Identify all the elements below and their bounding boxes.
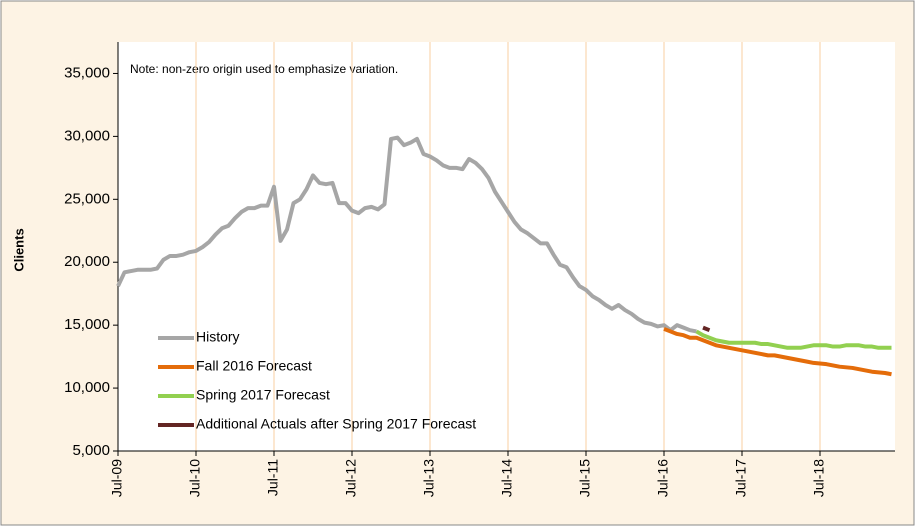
- series-line: [702, 325, 711, 333]
- annotation: Note: non-zero origin used to emphasize …: [130, 62, 398, 76]
- y-tick-label: 10,000: [64, 379, 110, 396]
- x-tick-label: Jul-10: [187, 459, 203, 497]
- x-tick-label: Jul-15: [577, 459, 593, 497]
- x-tick-label: Jul-09: [109, 459, 125, 497]
- legend-label: Spring 2017 Forecast: [196, 387, 330, 403]
- y-tick-label: 20,000: [64, 253, 110, 270]
- y-tick-label: 35,000: [64, 64, 110, 81]
- x-tick-label: Jul-16: [655, 459, 671, 497]
- x-tick-label: Jul-18: [811, 459, 827, 497]
- x-tick-label: Jul-13: [421, 459, 437, 497]
- x-tick-label: Jul-11: [265, 459, 281, 496]
- x-tick-label: Jul-17: [733, 459, 749, 497]
- series-line: [663, 327, 892, 377]
- plot-area: [118, 42, 895, 451]
- y-tick-label: 5,000: [72, 442, 110, 459]
- legend-label: Fall 2016 Forecast: [196, 358, 312, 374]
- y-tick-label: 30,000: [64, 127, 110, 144]
- series-line: [695, 329, 892, 350]
- legend-label: Additional Actuals after Spring 2017 For…: [196, 416, 476, 432]
- y-tick-label: 15,000: [64, 316, 110, 333]
- x-tick-label: Jul-12: [343, 459, 359, 497]
- y-axis-label: Clients: [11, 228, 26, 271]
- x-tick-label: Jul-14: [499, 459, 515, 497]
- legend-label: History: [196, 329, 240, 345]
- y-tick-label: 25,000: [64, 190, 110, 207]
- series-line: [116, 135, 697, 334]
